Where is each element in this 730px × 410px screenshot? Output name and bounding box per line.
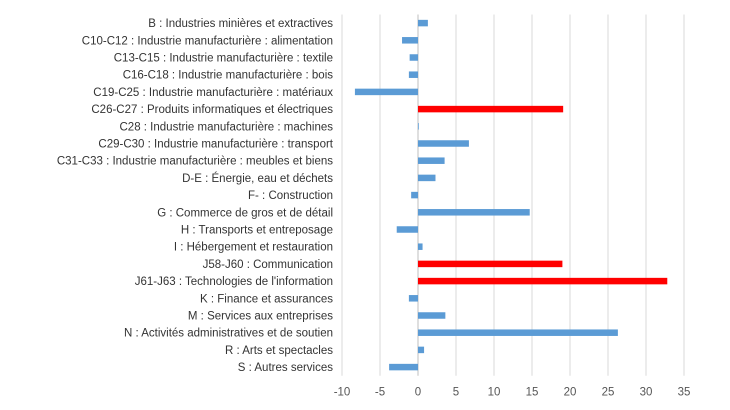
category-label: C16-C18 : Industrie manufacturière : boi… [123,70,334,82]
bar-4 [354,88,418,96]
bar-15 [418,277,668,285]
bar-6 [418,123,419,130]
x-tick-label: 35 [678,387,691,399]
bars [354,19,668,371]
category-labels: B : Industries minières et extractives C1… [57,18,334,374]
bar-18 [418,329,618,336]
category-label: C31-C33 : Industrie manufacturière : meu… [57,156,333,168]
bar-17 [418,312,446,319]
x-tick-label: 25 [602,387,615,399]
bar-5 [418,105,564,113]
x-tick-label: 5 [453,387,459,399]
category-label: C28 : Industrie manufacturière : machine… [120,121,334,133]
x-tick-label: -10 [334,387,351,399]
bar-12 [396,226,418,233]
category-label: S : Autres services [238,362,333,374]
x-axis-ticks: -10 -5 0 5 10 15 20 25 30 35 [334,387,691,399]
category-label: G : Commerce de gros et de détail [157,207,333,219]
bar-16 [408,295,418,302]
category-label: C29-C30 : Industrie manufacturière : tra… [98,139,333,151]
category-label: I : Hébergement et restauration [174,242,333,254]
bar-8 [418,157,445,164]
bar-14 [418,260,563,268]
x-tick-label: 20 [564,387,577,399]
bar-7 [418,140,469,147]
category-label: D-E : Énergie, eau et déchets [182,172,333,185]
category-label: C10-C12 : Industrie manufacturière : ali… [82,35,333,47]
bar-10 [411,191,418,199]
bar-19 [418,346,425,354]
category-label: R : Arts et spectacles [225,345,333,357]
category-label: B : Industries minières et extractives [148,18,333,30]
bar-1 [402,37,418,44]
category-label: K : Finance et assurances [200,293,333,305]
bar-20 [389,363,418,371]
bar-0 [418,19,428,27]
category-label: J58-J60 : Communication [203,259,333,271]
category-label: H : Transports et entreposage [181,225,333,237]
gridlines [341,14,685,376]
x-tick-label: 10 [488,387,501,399]
x-tick-label: 30 [640,387,653,399]
category-label: C13-C15 : Industrie manufacturière : tex… [114,53,333,65]
category-label: C26-C27 : Produits informatiques et élec… [91,104,333,116]
bar-13 [418,243,423,250]
bar-11 [418,209,530,216]
bar-3 [408,71,418,78]
category-label: N : Activités administratives et de sout… [124,328,333,340]
category-label: M : Services aux entreprises [188,311,333,323]
category-label: F- : Construction [248,190,333,202]
bar-9 [418,174,436,182]
x-tick-label: 0 [415,387,421,399]
bar-2 [409,54,418,61]
category-label: C19-C25 : Industrie manufacturière : mat… [93,87,333,99]
x-tick-label: 15 [526,387,539,399]
category-label: J61-J63 : Technologies de l'information [135,276,333,288]
x-tick-label: -5 [375,387,385,399]
